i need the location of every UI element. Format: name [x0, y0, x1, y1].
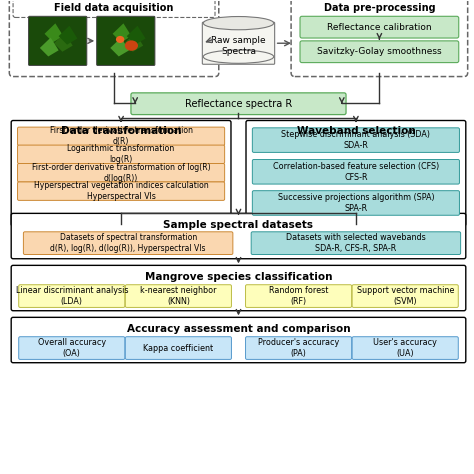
FancyBboxPatch shape	[252, 128, 459, 153]
Text: Sample spectral datasets: Sample spectral datasets	[164, 220, 313, 230]
Polygon shape	[127, 26, 146, 45]
Text: Linear discriminant analysis
(LDA): Linear discriminant analysis (LDA)	[16, 286, 128, 306]
FancyBboxPatch shape	[13, 0, 215, 18]
Text: Datasets of spectral transformation
d(R), log(R), d(log(R)), Hyperspectral VIs: Datasets of spectral transformation d(R)…	[50, 233, 206, 253]
FancyBboxPatch shape	[300, 16, 459, 38]
FancyBboxPatch shape	[251, 232, 461, 255]
Text: Reflectance spectra R: Reflectance spectra R	[185, 99, 292, 109]
Polygon shape	[59, 26, 77, 45]
Text: First-order derivative transformation
d(R): First-order derivative transformation d(…	[50, 126, 192, 146]
Text: Correlation-based feature selection (CFS)
CFS-R: Correlation-based feature selection (CFS…	[273, 162, 439, 182]
FancyBboxPatch shape	[125, 337, 231, 359]
FancyBboxPatch shape	[300, 41, 459, 63]
FancyBboxPatch shape	[23, 232, 233, 255]
FancyBboxPatch shape	[11, 265, 466, 311]
FancyBboxPatch shape	[352, 337, 458, 359]
FancyBboxPatch shape	[246, 285, 352, 308]
Text: User's accuracy
(UA): User's accuracy (UA)	[373, 338, 437, 358]
FancyBboxPatch shape	[11, 318, 466, 363]
Text: Data transformation: Data transformation	[61, 126, 182, 136]
FancyBboxPatch shape	[125, 285, 231, 308]
Text: Logarithmic transformation
log(R): Logarithmic transformation log(R)	[67, 144, 175, 164]
FancyBboxPatch shape	[28, 16, 87, 65]
FancyBboxPatch shape	[252, 159, 459, 184]
Text: Waveband selection: Waveband selection	[297, 126, 415, 136]
FancyBboxPatch shape	[11, 213, 466, 259]
Text: Reflectance calibration: Reflectance calibration	[327, 23, 432, 32]
FancyBboxPatch shape	[246, 120, 466, 226]
FancyBboxPatch shape	[18, 285, 125, 308]
FancyBboxPatch shape	[246, 337, 352, 359]
Text: Producer's accuracy
(PA): Producer's accuracy (PA)	[258, 338, 339, 358]
Text: Data pre-processing: Data pre-processing	[324, 2, 435, 12]
Text: Successive projections algorithm (SPA)
SPA-R: Successive projections algorithm (SPA) S…	[278, 193, 434, 213]
Ellipse shape	[203, 17, 273, 30]
FancyBboxPatch shape	[18, 164, 225, 182]
Text: Stepwise discriminant analysis (SDA)
SDA-R: Stepwise discriminant analysis (SDA) SDA…	[282, 130, 430, 150]
Text: Field data acquisition: Field data acquisition	[55, 2, 174, 12]
FancyBboxPatch shape	[291, 0, 468, 76]
Polygon shape	[45, 23, 64, 42]
FancyBboxPatch shape	[252, 191, 459, 215]
Ellipse shape	[116, 36, 124, 43]
FancyBboxPatch shape	[97, 16, 155, 65]
Polygon shape	[40, 37, 59, 56]
Text: Mangrove species classification: Mangrove species classification	[145, 272, 332, 282]
FancyBboxPatch shape	[18, 145, 225, 164]
Polygon shape	[113, 23, 131, 42]
Polygon shape	[124, 33, 143, 52]
Text: Savitzky-Golay smoothness: Savitzky-Golay smoothness	[317, 47, 442, 56]
FancyBboxPatch shape	[131, 93, 346, 115]
Text: Support vector machine
(SVM): Support vector machine (SVM)	[356, 286, 454, 306]
Text: Accuracy assessment and comparison: Accuracy assessment and comparison	[127, 324, 350, 334]
FancyBboxPatch shape	[18, 182, 225, 201]
Text: k-nearest neighbor
(KNN): k-nearest neighbor (KNN)	[140, 286, 217, 306]
FancyBboxPatch shape	[202, 22, 274, 64]
Text: Datasets with selected wavebands
SDA-R, CFS-R, SPA-R: Datasets with selected wavebands SDA-R, …	[286, 233, 426, 253]
Text: Hyperspectral vegetation indices calculation
Hyperspectral VIs: Hyperspectral vegetation indices calcula…	[34, 181, 209, 201]
FancyBboxPatch shape	[18, 337, 125, 359]
Text: First-order derivative transformation of log(R)
d(log(R)): First-order derivative transformation of…	[32, 163, 210, 183]
Polygon shape	[54, 33, 73, 52]
FancyBboxPatch shape	[11, 120, 231, 226]
Text: Random forest
(RF): Random forest (RF)	[269, 286, 328, 306]
FancyBboxPatch shape	[9, 0, 219, 76]
FancyBboxPatch shape	[352, 285, 458, 308]
FancyBboxPatch shape	[18, 127, 225, 146]
Text: Overall accuracy
(OA): Overall accuracy (OA)	[38, 338, 106, 358]
Ellipse shape	[125, 40, 138, 51]
Text: Kappa coefficient: Kappa coefficient	[143, 344, 213, 353]
Text: Raw sample
Spectra: Raw sample Spectra	[211, 36, 266, 55]
Polygon shape	[110, 37, 129, 56]
